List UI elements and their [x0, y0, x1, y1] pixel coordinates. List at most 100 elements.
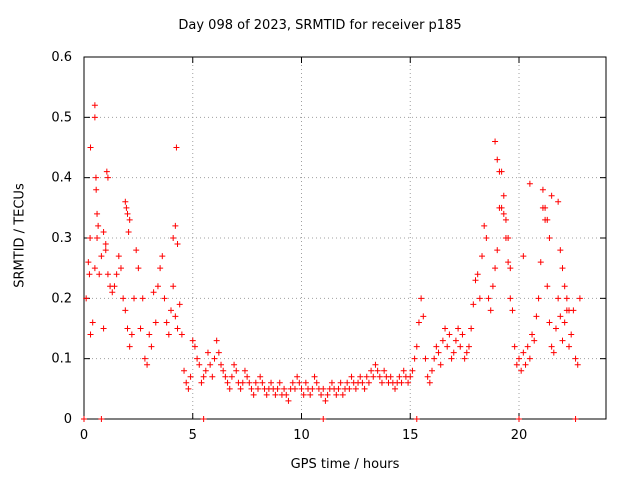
data-point	[318, 391, 325, 398]
data-point	[298, 385, 305, 392]
data-point	[335, 385, 342, 392]
data-point	[135, 265, 142, 272]
data-point	[452, 337, 459, 344]
data-point	[544, 283, 551, 290]
data-point	[455, 325, 462, 332]
y-tick-label: 0.3	[51, 231, 72, 246]
data-point	[154, 283, 161, 290]
data-point	[198, 379, 205, 386]
data-point	[400, 367, 407, 374]
data-point	[146, 331, 153, 338]
data-point	[285, 397, 292, 404]
data-point	[492, 138, 499, 145]
y-axis-label: SRMTID / TECUs	[12, 183, 28, 288]
data-point	[381, 367, 388, 374]
data-point	[148, 343, 155, 350]
data-point	[87, 235, 94, 241]
data-point	[487, 307, 494, 314]
data-point	[392, 385, 399, 392]
data-point	[465, 343, 472, 350]
data-point	[431, 355, 438, 362]
data-point	[176, 301, 183, 308]
data-point	[442, 325, 449, 332]
data-point	[207, 361, 214, 368]
data-point	[91, 102, 98, 109]
data-point	[372, 361, 379, 368]
data-point	[516, 416, 522, 422]
data-point	[346, 385, 353, 392]
data-point	[513, 361, 520, 368]
data-point	[83, 295, 90, 302]
data-point	[170, 235, 177, 241]
data-point	[548, 343, 555, 350]
data-point	[120, 295, 127, 302]
data-point	[213, 337, 220, 344]
data-point	[237, 385, 244, 392]
data-point	[429, 367, 435, 374]
data-point	[526, 180, 533, 187]
data-point	[137, 325, 144, 332]
data-point	[172, 313, 179, 320]
data-point	[529, 331, 536, 338]
data-point	[557, 247, 564, 254]
data-point	[218, 361, 225, 368]
x-tick-label: 0	[80, 428, 88, 443]
data-point	[144, 361, 151, 368]
data-point	[111, 283, 118, 290]
data-point	[128, 331, 135, 338]
data-point	[522, 361, 529, 368]
data-point	[220, 367, 227, 374]
y-tick-label: 0.2	[51, 291, 72, 306]
data-point	[281, 385, 288, 392]
data-point	[568, 331, 575, 338]
data-point	[322, 397, 329, 404]
data-point	[248, 385, 255, 392]
data-point	[226, 385, 233, 392]
data-point	[516, 355, 522, 362]
data-point	[202, 367, 209, 374]
data-point	[352, 385, 359, 392]
data-point	[196, 361, 203, 368]
data-point	[91, 265, 98, 272]
data-point	[496, 168, 503, 175]
data-point	[376, 373, 383, 380]
data-point	[446, 331, 453, 338]
data-point	[526, 355, 533, 362]
data-point	[115, 253, 122, 260]
data-point	[472, 277, 479, 284]
data-point	[537, 259, 544, 266]
data-point	[104, 174, 111, 181]
data-point	[109, 289, 116, 296]
data-point	[170, 283, 177, 290]
data-point	[413, 416, 420, 422]
data-point	[483, 235, 490, 241]
data-point	[224, 379, 231, 386]
data-point	[91, 114, 98, 121]
data-point	[328, 379, 335, 386]
data-point	[535, 295, 542, 302]
data-point	[320, 416, 327, 422]
data-point	[468, 325, 475, 332]
data-point	[396, 373, 403, 380]
data-point	[250, 391, 257, 398]
data-point	[439, 337, 446, 344]
data-point	[139, 295, 146, 302]
data-point	[359, 379, 366, 386]
data-point	[300, 391, 307, 398]
x-axis-label: GPS time / hours	[290, 457, 400, 472]
data-point	[433, 343, 440, 350]
data-point	[368, 367, 375, 374]
data-point	[363, 373, 370, 380]
data-point	[165, 331, 172, 338]
data-point	[309, 385, 316, 392]
data-point	[461, 355, 468, 362]
data-point	[546, 235, 553, 241]
data-point	[257, 373, 264, 380]
data-point	[113, 271, 120, 278]
y-tick-label: 0.4	[51, 171, 72, 186]
data-point	[231, 361, 238, 368]
data-point	[557, 313, 564, 320]
data-point	[411, 355, 418, 362]
data-point	[211, 355, 218, 362]
